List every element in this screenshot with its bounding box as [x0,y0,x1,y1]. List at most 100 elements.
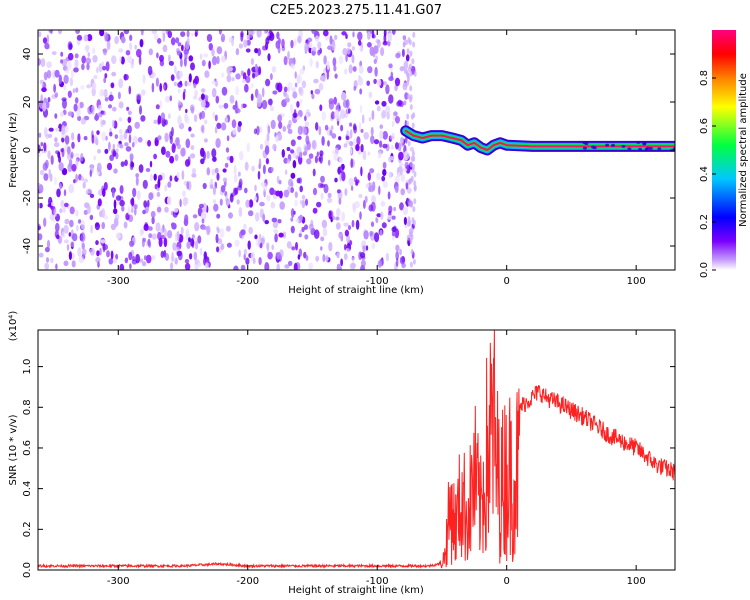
noise-blob [275,40,281,49]
noise-blob [147,238,151,247]
noise-blob [176,143,181,150]
noise-blob [299,214,303,222]
noise-blob [142,237,146,243]
noise-blob [127,206,131,215]
noise-blob [199,53,203,60]
noise-blob [64,68,70,74]
noise-blob [245,48,251,53]
noise-blob [151,82,155,93]
noise-blob [298,233,302,238]
noise-blob [410,248,414,255]
noise-blob [55,263,58,270]
noise-blob [50,30,53,35]
noise-blob [407,140,411,147]
x-tick-label: -300 [107,276,130,287]
noise-blob [66,61,72,71]
noise-blob [245,199,250,208]
noise-blob [157,178,161,189]
noise-blob [103,181,108,191]
noise-blob [360,252,366,259]
noise-blob [312,46,317,52]
noise-blob [339,172,343,182]
noise-blob [54,69,60,78]
noise-blob [328,210,334,220]
noise-blob [119,144,124,149]
noise-blob [67,52,74,61]
noise-blob [379,229,383,236]
noise-blob [256,125,260,136]
noise-blob [72,233,78,242]
noise-blob [112,143,116,150]
noise-blob [114,213,120,221]
noise-blob [394,77,401,87]
noise-blob [97,189,104,197]
chart-title: C2E5.2023.275.11.41.G07 [270,3,442,18]
noise-blob [119,128,123,135]
noise-blob [254,184,257,192]
noise-blob [376,78,382,87]
noise-blob [170,262,174,270]
noise-blob [381,222,387,229]
noise-blob [162,44,168,53]
noise-blob [393,206,396,212]
snr-xlabel: Height of straight line (km) [288,585,424,596]
noise-blob [115,232,121,239]
noise-blob [216,213,221,219]
noise-blob [253,195,257,202]
noise-blob [410,201,413,208]
noise-blob [153,33,159,41]
noise-blob [344,188,348,196]
noise-blob [338,55,344,65]
noise-blob [272,143,277,151]
noise-blob [271,66,277,73]
noise-blob [97,112,103,118]
noise-blob [359,211,362,220]
noise-blob [153,173,157,181]
noise-blob [149,160,153,168]
noise-blob [49,215,54,221]
noise-blob [271,244,275,251]
colorbar-tick-label: 0.0 [699,262,710,278]
noise-blob [303,251,307,259]
noise-blob [145,254,152,264]
noise-blob [323,55,327,65]
noise-blob [68,232,72,237]
noise-blob [321,136,325,146]
colorbar-tick-label: 0.6 [699,118,710,134]
noise-blob [216,122,222,129]
noise-blob [112,258,118,264]
noise-blob [221,72,225,78]
noise-blob [212,186,216,196]
noise-blob [335,222,341,230]
noise-blob [380,47,385,57]
track-speck [584,142,589,146]
noise-blob [282,231,287,239]
noise-blob [125,146,132,152]
noise-blob [409,146,415,152]
noise-blob [190,62,195,71]
noise-blob [395,250,400,261]
noise-blob [387,214,392,220]
noise-blob [73,67,79,73]
noise-blob [374,232,380,243]
noise-blob [48,168,51,178]
noise-blob [409,237,413,244]
noise-blob [391,120,395,128]
noise-blob [167,230,173,239]
noise-blob [200,110,206,120]
spectrogram-noise [38,30,417,270]
noise-blob [194,31,198,37]
noise-blob [129,263,132,270]
noise-blob [271,167,274,172]
noise-blob [104,97,109,102]
noise-blob [302,127,307,136]
noise-blob [327,45,333,50]
noise-blob [125,129,129,134]
noise-blob [329,35,333,46]
noise-blob [155,104,160,110]
noise-blob [290,103,294,114]
noise-blob [38,233,43,241]
noise-blob [402,42,406,48]
noise-blob [48,127,54,132]
noise-blob [409,161,413,168]
